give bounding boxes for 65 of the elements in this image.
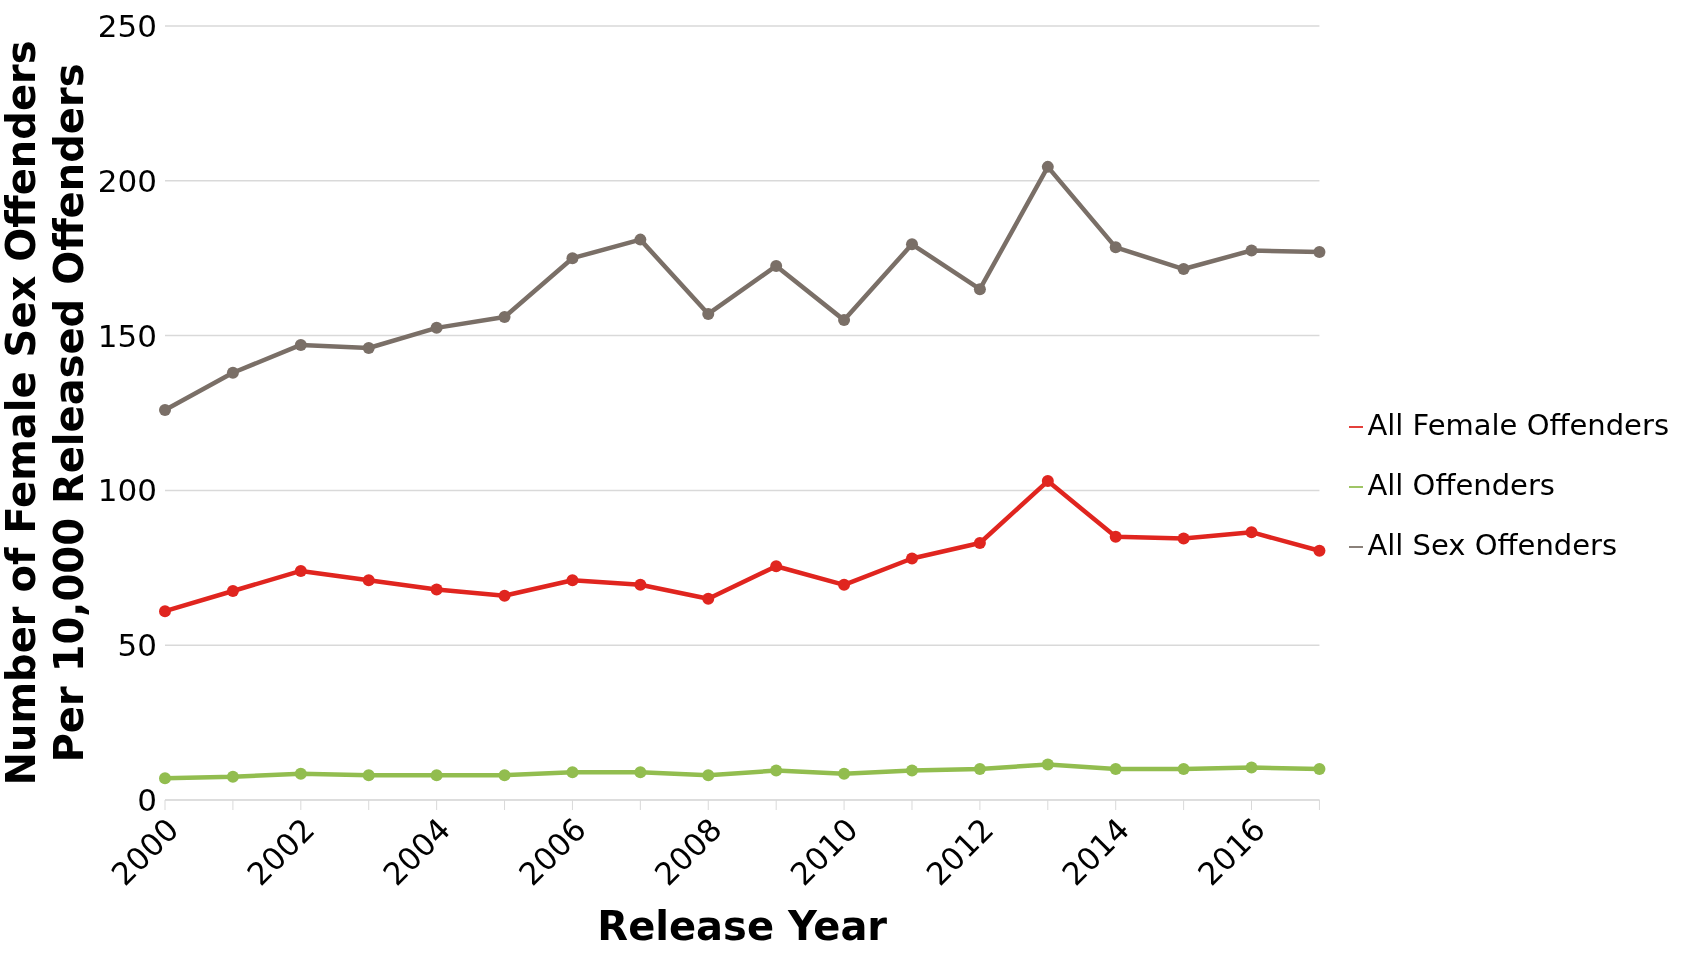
- point: [1313, 763, 1326, 776]
- point: [1109, 241, 1122, 254]
- point: [362, 574, 375, 587]
- point: [226, 770, 239, 783]
- point: [159, 605, 171, 618]
- point: [159, 772, 171, 785]
- point: [1313, 544, 1326, 557]
- point: [566, 574, 579, 587]
- point: [1177, 263, 1190, 276]
- point: [702, 592, 715, 605]
- point: [1313, 246, 1326, 259]
- point: [430, 321, 443, 334]
- point: [702, 307, 715, 320]
- legend-label: All Female Offenders: [1367, 408, 1669, 442]
- point: [430, 769, 443, 782]
- point: [1245, 761, 1258, 774]
- point: [973, 763, 986, 776]
- point: [770, 560, 783, 573]
- point: [973, 283, 986, 296]
- y-tick-label: 50: [117, 627, 157, 664]
- point: [905, 764, 918, 777]
- legend-label: All Sex Offenders: [1367, 528, 1618, 562]
- point: [1177, 763, 1190, 776]
- y-tick-label: 0: [137, 782, 157, 819]
- point: [294, 338, 307, 351]
- point: [838, 767, 851, 780]
- point: [1245, 526, 1258, 539]
- point: [634, 233, 647, 246]
- point: [838, 314, 851, 327]
- point: [770, 764, 783, 777]
- point: [1245, 244, 1258, 257]
- y-axis-title: Number of Female Sex Offenders Per 10,000 Released Offenders: [0, 40, 92, 786]
- y-tick-label: 250: [97, 8, 157, 45]
- point: [1109, 763, 1122, 776]
- point: [1109, 530, 1122, 543]
- point: [226, 585, 239, 598]
- point: [498, 589, 511, 602]
- point: [226, 366, 239, 379]
- point: [634, 766, 647, 779]
- point: [362, 341, 375, 354]
- y-tick-label: 200: [97, 162, 157, 199]
- point: [838, 578, 851, 591]
- point: [702, 769, 715, 782]
- point: [1041, 758, 1054, 771]
- y-tick-label: 150: [97, 317, 157, 354]
- x-axis-title: Release Year: [597, 903, 888, 949]
- legend-label: All Offenders: [1367, 468, 1555, 502]
- y-tick-label: 100: [97, 472, 157, 509]
- point: [1177, 532, 1190, 545]
- point: [294, 564, 307, 577]
- point: [566, 252, 579, 265]
- point: [498, 311, 511, 324]
- point: [905, 552, 918, 565]
- point: [973, 537, 986, 550]
- point: [294, 767, 307, 780]
- point: [634, 578, 647, 591]
- point: [905, 238, 918, 251]
- point: [770, 259, 783, 272]
- point: [498, 769, 511, 782]
- point: [1041, 475, 1054, 488]
- point: [159, 403, 171, 416]
- point: [1041, 160, 1054, 173]
- point: [362, 769, 375, 782]
- point: [566, 766, 579, 779]
- point: [430, 583, 443, 596]
